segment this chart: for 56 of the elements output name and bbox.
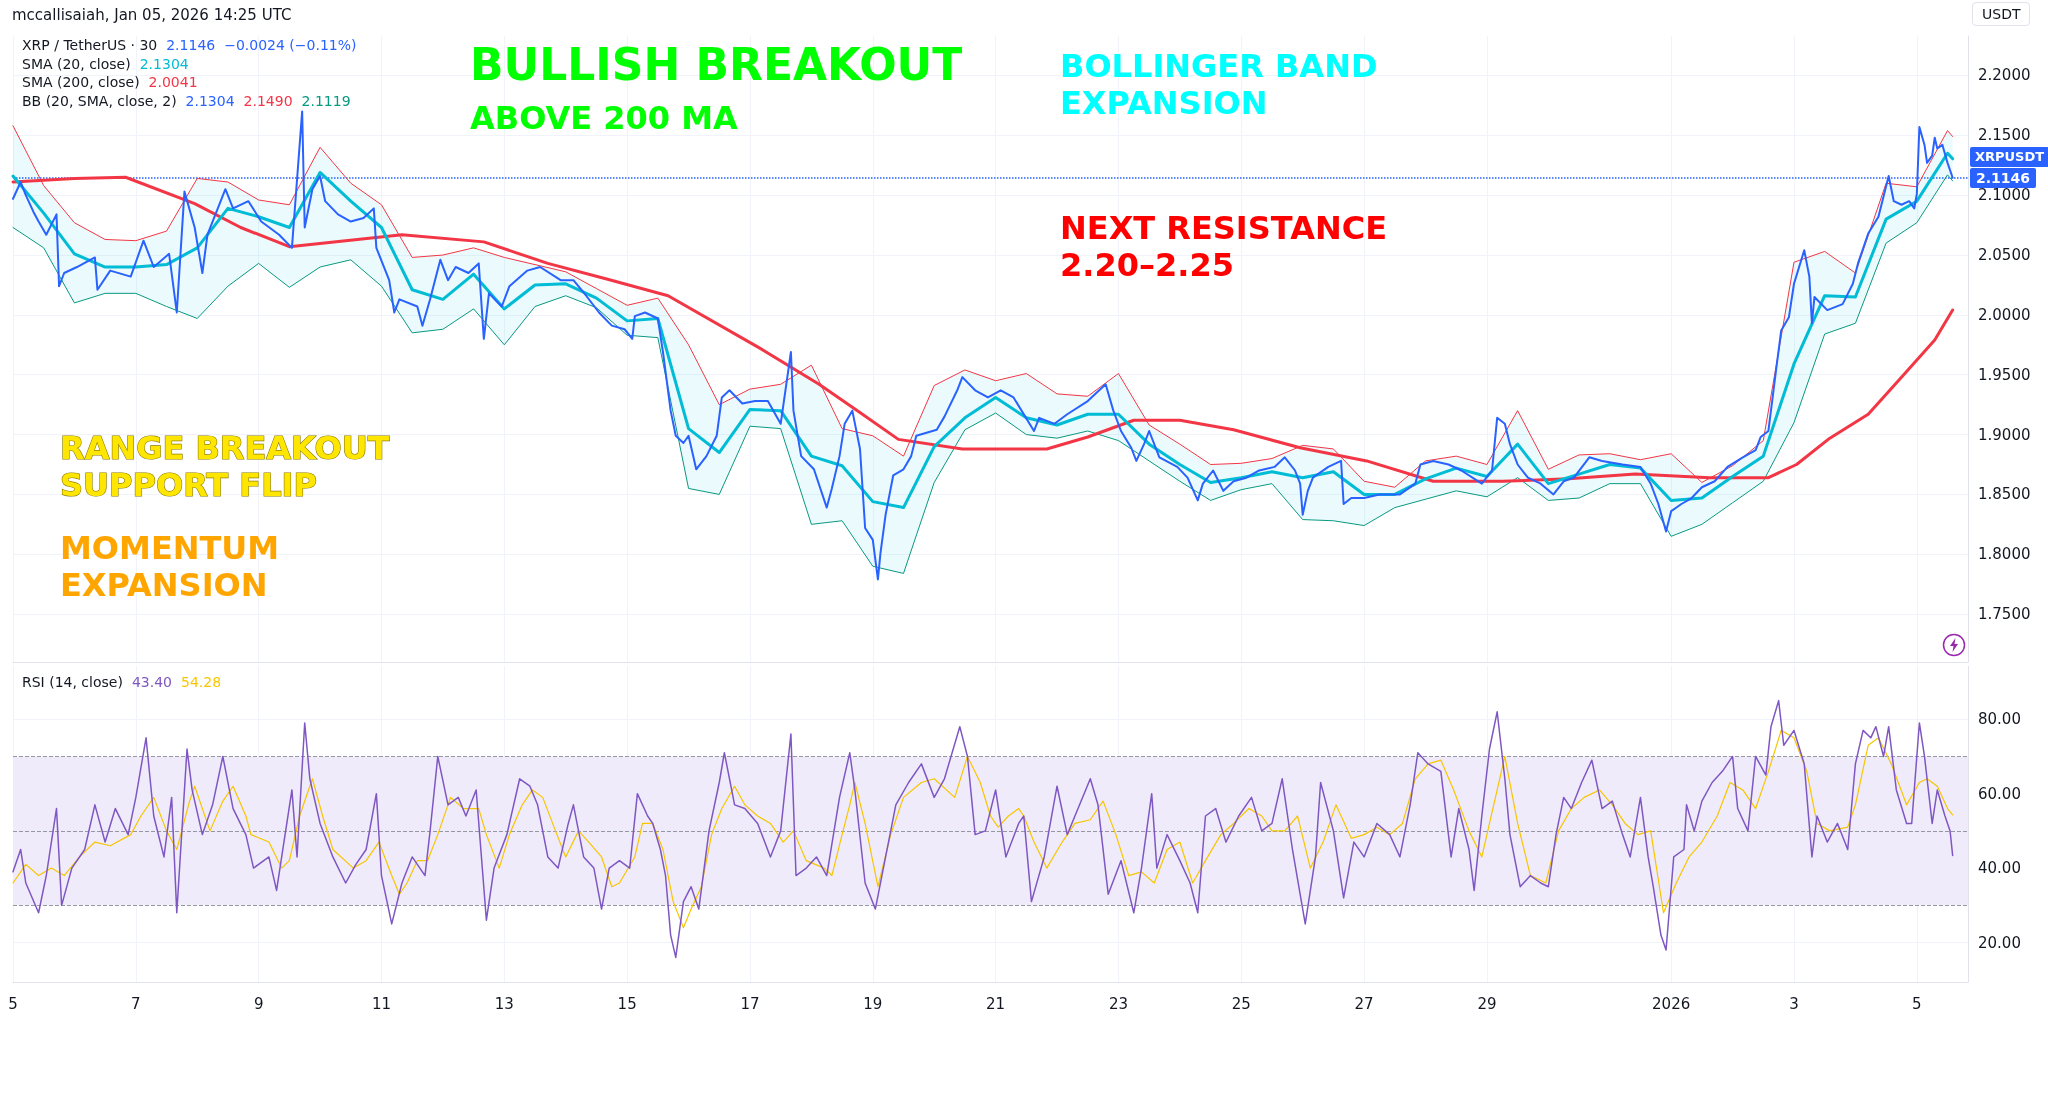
annotation: 2.1490 bbox=[243, 92, 293, 110]
annotation: 2.1146 bbox=[166, 37, 216, 54]
annotation: MOMENTUM EXPANSION bbox=[60, 529, 280, 604]
line-series bbox=[12, 729, 1954, 929]
x-tick-label: 9 bbox=[253, 994, 264, 1013]
annotation: 54.28 bbox=[181, 674, 222, 691]
annotation: −0.0024 (−0.11%) bbox=[224, 37, 357, 54]
y-tick-label: 1.8000 bbox=[1978, 545, 2031, 564]
y-tick-label: 1.9000 bbox=[1978, 425, 2031, 444]
annotation: 2.1304 bbox=[185, 92, 235, 110]
y-tick-label: 40.00 bbox=[1978, 859, 2021, 878]
x-tick-label: 21 bbox=[986, 994, 1006, 1013]
y-tick-label: 80.00 bbox=[1978, 710, 2021, 729]
annotation: RSI (14, close) bbox=[22, 674, 123, 691]
y-tick-label: 1.8500 bbox=[1978, 485, 2031, 504]
y-tick-label: 2.2000 bbox=[1978, 66, 2031, 85]
y-tick-label: 2.1000 bbox=[1978, 186, 2031, 205]
text: mccallisaiah, Jan 05, 2026 14:25 UTC bbox=[12, 6, 292, 25]
chart-title: XRP / TetherUS · 30 bbox=[22, 37, 158, 54]
x-tick-label: 5 bbox=[8, 994, 18, 1013]
y-tick-label: 1.9500 bbox=[1978, 365, 2031, 384]
annotation: BOLLINGER BAND EXPANSION bbox=[1060, 47, 1378, 122]
x-tick-label: 27 bbox=[1354, 994, 1374, 1013]
annotation: SMA (20, close) bbox=[22, 55, 131, 73]
text: 2.1146 bbox=[1976, 169, 2031, 186]
ref-line-label: XRPUSDT bbox=[1970, 146, 2048, 167]
x-tick-label: 15 bbox=[617, 994, 637, 1013]
x-tick-label: 25 bbox=[1231, 994, 1251, 1013]
annotation: NEXT RESISTANCE 2.20–2.25 bbox=[1060, 209, 1388, 284]
annotation: RANGE BREAKOUT SUPPORT FLIP bbox=[60, 429, 390, 504]
y-tick-label: 2.1500 bbox=[1978, 126, 2031, 145]
x-tick-label: 7 bbox=[131, 994, 141, 1013]
y-tick-label: 60.00 bbox=[1978, 784, 2021, 803]
x-tick-label: 23 bbox=[1108, 994, 1128, 1013]
x-tick-label: 17 bbox=[740, 994, 760, 1013]
x-tick-label: 3 bbox=[1789, 994, 1799, 1013]
annotation: 2.1119 bbox=[301, 92, 351, 110]
x-tick-label: 11 bbox=[371, 994, 392, 1013]
annotation: 2.0041 bbox=[148, 74, 198, 91]
y-tick-label: 1.7500 bbox=[1978, 605, 2031, 624]
y-tick-label: 2.0000 bbox=[1978, 305, 2031, 324]
x-tick-label: 2026 bbox=[1652, 994, 1691, 1013]
annotation: 43.40 bbox=[131, 674, 172, 691]
annotation: ABOVE 200 MA bbox=[470, 99, 738, 137]
annotation: 2.1304 bbox=[139, 55, 189, 73]
x-tick-label: 29 bbox=[1477, 994, 1497, 1013]
annotation: BB (20, SMA, close, 2) bbox=[22, 92, 177, 110]
y-tick-label: 20.00 bbox=[1978, 933, 2021, 952]
y-tick-label: 2.0500 bbox=[1978, 246, 2031, 265]
line-series bbox=[12, 699, 1954, 959]
x-tick-label: 19 bbox=[863, 994, 883, 1013]
x-tick-label: 13 bbox=[494, 994, 514, 1013]
y-axis-title: USDT bbox=[1972, 2, 2031, 26]
annotation: SMA (200, close) bbox=[22, 74, 140, 91]
annotation: BULLISH BREAKOUT bbox=[470, 39, 963, 91]
x-tick-label: 5 bbox=[1912, 994, 1922, 1013]
